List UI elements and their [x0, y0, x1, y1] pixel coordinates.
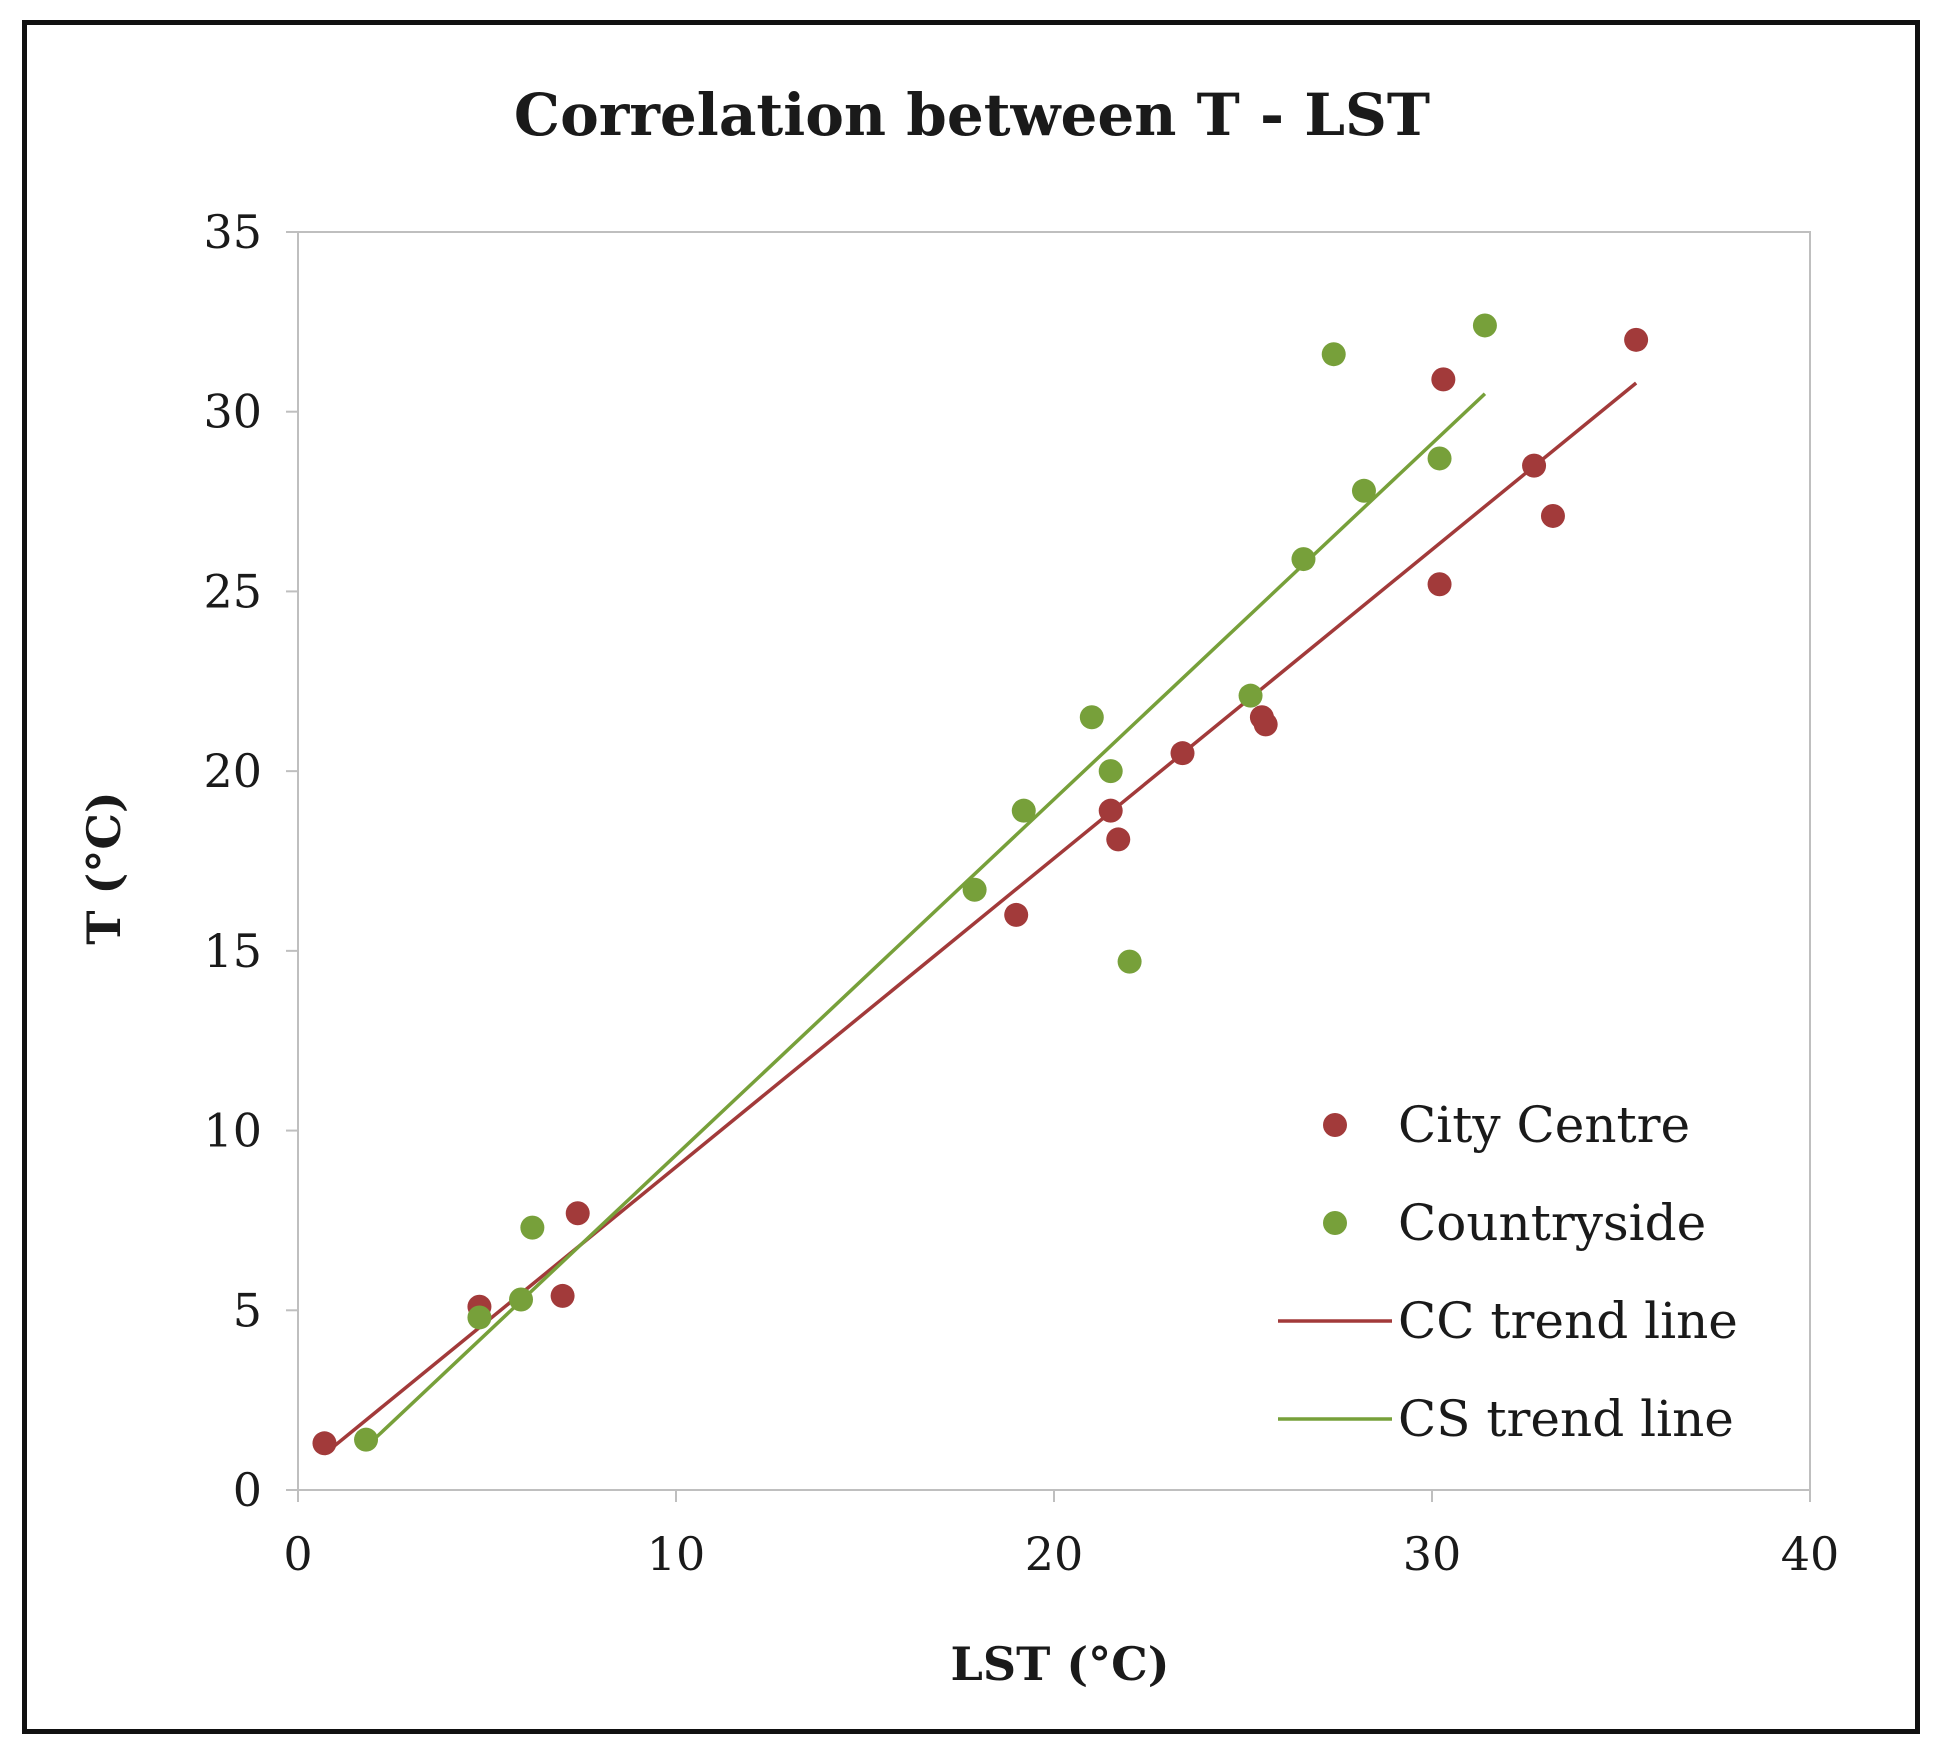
data-point-countryside — [1079, 705, 1104, 730]
data-point-countryside — [520, 1215, 545, 1240]
data-point-countryside — [354, 1427, 379, 1452]
data-point-countryside — [1291, 547, 1316, 572]
data-points — [312, 313, 1649, 1456]
legend-marker-swatch — [1323, 1113, 1347, 1137]
y-tick-label: 20 — [203, 744, 262, 798]
data-point-city-centre — [1427, 572, 1452, 597]
x-tick-label: 30 — [1403, 1527, 1462, 1581]
legend: City Centre Countryside CC trend line CS tr… — [1278, 1096, 1738, 1448]
data-point-city-centre — [565, 1201, 590, 1226]
legend-marker-swatch — [1323, 1211, 1347, 1235]
y-axis-title: T (°C) — [77, 791, 131, 944]
data-point-countryside — [1472, 313, 1497, 338]
trend-line-cs-trend-line — [364, 392, 1487, 1449]
data-point-city-centre — [1431, 367, 1456, 392]
y-tick-label: 35 — [203, 205, 262, 259]
legend-label: CS trend line — [1398, 1390, 1734, 1448]
y-tick-label: 5 — [233, 1283, 262, 1337]
data-point-countryside — [1351, 478, 1376, 503]
y-tick-label: 30 — [203, 385, 262, 439]
data-point-city-centre — [1106, 827, 1131, 852]
trend-line-cc-trend-line — [323, 381, 1638, 1456]
data-point-countryside — [509, 1287, 534, 1312]
data-point-countryside — [1117, 949, 1142, 974]
legend-label: CC trend line — [1398, 1292, 1738, 1350]
x-tick-label: 0 — [283, 1527, 312, 1581]
x-axis-ticks: 0 10 20 30 40 — [283, 1490, 1839, 1581]
data-point-city-centre — [550, 1283, 575, 1308]
data-point-countryside — [1321, 342, 1346, 367]
legend-item: CC trend line — [1278, 1292, 1738, 1350]
legend-item: Countryside — [1323, 1194, 1706, 1252]
x-tick-label: 20 — [1025, 1527, 1084, 1581]
legend-label: City Centre — [1398, 1096, 1690, 1154]
legend-item: CS trend line — [1278, 1390, 1734, 1448]
y-tick-label: 15 — [203, 924, 262, 978]
data-point-city-centre — [1004, 902, 1029, 927]
y-tick-label: 25 — [203, 564, 262, 618]
data-point-countryside — [962, 877, 987, 902]
data-point-city-centre — [1253, 712, 1278, 737]
legend-label: Countryside — [1398, 1194, 1706, 1252]
data-point-countryside — [1427, 446, 1452, 471]
data-point-countryside — [467, 1305, 492, 1330]
legend-item: City Centre — [1323, 1096, 1690, 1154]
chart-title: Correlation between T - LST — [514, 81, 1430, 149]
data-point-city-centre — [1522, 453, 1547, 478]
data-point-countryside — [1238, 683, 1263, 708]
y-tick-label: 10 — [203, 1104, 262, 1158]
y-axis-ticks: 0 5 10 15 20 25 30 35 — [203, 205, 298, 1517]
data-point-countryside — [1011, 798, 1036, 823]
x-tick-label: 40 — [1781, 1527, 1840, 1581]
data-point-city-centre — [1098, 798, 1123, 823]
data-point-city-centre — [1170, 741, 1195, 766]
data-point-city-centre — [1624, 327, 1649, 352]
data-point-countryside — [1098, 759, 1123, 784]
x-tick-label: 10 — [647, 1527, 706, 1581]
y-tick-label: 0 — [233, 1463, 262, 1517]
data-point-city-centre — [1540, 503, 1565, 528]
data-point-city-centre — [312, 1431, 337, 1456]
x-axis-title: LST (°C) — [951, 1637, 1170, 1691]
